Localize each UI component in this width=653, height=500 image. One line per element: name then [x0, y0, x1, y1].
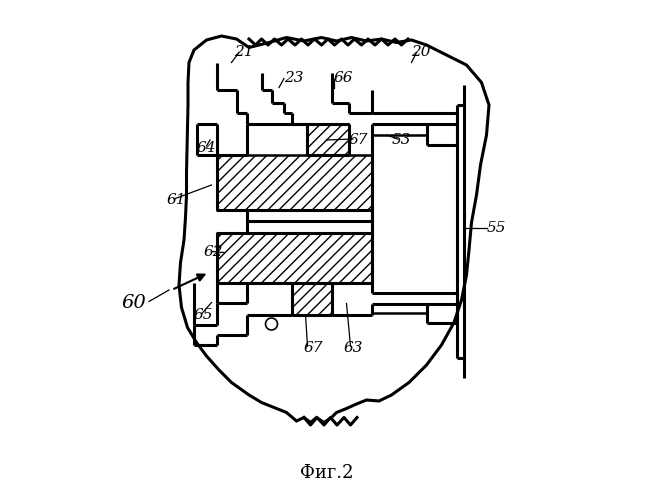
Bar — [217, 232, 372, 282]
Text: 67: 67 — [349, 133, 368, 147]
Bar — [291, 282, 332, 315]
Text: 67: 67 — [304, 340, 323, 354]
Bar — [217, 155, 372, 210]
Text: 64: 64 — [197, 140, 216, 154]
Text: 66: 66 — [334, 70, 353, 85]
Text: 21: 21 — [234, 46, 253, 60]
Text: 62: 62 — [204, 246, 223, 260]
Circle shape — [266, 318, 278, 330]
Text: 65: 65 — [194, 308, 214, 322]
Text: 20: 20 — [411, 46, 431, 60]
Text: Фиг.2: Фиг.2 — [300, 464, 353, 481]
Text: 53: 53 — [392, 133, 411, 147]
Text: 63: 63 — [344, 340, 364, 354]
Text: 61: 61 — [167, 193, 186, 207]
Bar — [306, 124, 349, 155]
Text: 60: 60 — [121, 294, 146, 312]
Text: 23: 23 — [284, 70, 304, 85]
Polygon shape — [179, 36, 489, 422]
Text: 55: 55 — [486, 220, 506, 234]
